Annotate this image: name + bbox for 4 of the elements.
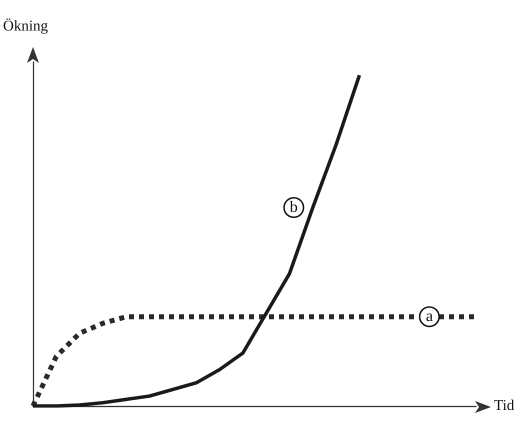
- series-label: b: [290, 199, 298, 216]
- series-label: a: [426, 308, 433, 326]
- y-axis-title: Ökning: [3, 18, 48, 34]
- x-axis-title: Tid: [494, 398, 515, 414]
